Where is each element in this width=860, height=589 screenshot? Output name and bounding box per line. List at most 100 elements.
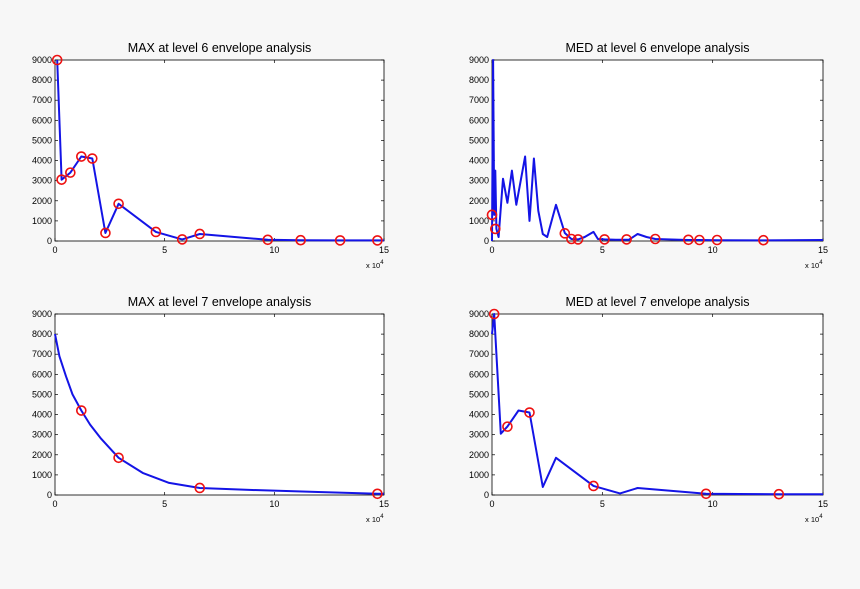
data-point-marker	[502, 421, 513, 432]
x-exponent-power: 4	[819, 514, 823, 520]
data-point-marker	[490, 223, 501, 235]
data-point-marker	[524, 407, 535, 418]
y-tick-label: 7000	[32, 349, 52, 359]
chart-title: MAX at level 7 envelope analysis	[128, 295, 311, 309]
x-tick-label: 5	[162, 499, 167, 509]
data-point-marker	[262, 234, 274, 246]
series-line	[56, 59, 384, 242]
data-point-marker	[372, 488, 383, 500]
y-tick-label: 7000	[469, 95, 489, 105]
plot-area	[54, 313, 385, 496]
y-tick-label: 5000	[469, 389, 489, 399]
x-exponent-label: x 104	[366, 260, 384, 270]
y-tick-label: 6000	[32, 115, 52, 125]
data-point-marker	[56, 174, 67, 185]
chart-med-level-7: MED at level 7 envelope analysis 0 1000 20…	[469, 295, 828, 524]
y-tick-label: 1000	[32, 216, 52, 226]
y-tick-label: 7000	[32, 95, 52, 105]
x-tick-label: 15	[818, 499, 828, 509]
x-tick-label: 0	[52, 245, 57, 255]
chart-title: MED at level 7 envelope analysis	[565, 295, 749, 309]
x-tick-label: 5	[600, 499, 605, 509]
data-point-marker	[113, 452, 124, 464]
data-point-marker	[683, 234, 694, 246]
plot-area	[54, 59, 385, 242]
x-tick-label: 5	[600, 245, 605, 255]
y-tick-label: 4000	[32, 410, 52, 420]
y-tick-label: 5000	[32, 135, 52, 145]
y-tick-label: 0	[484, 490, 489, 500]
data-point-marker	[51, 54, 63, 66]
data-point-marker	[588, 480, 599, 492]
y-tick-label: 3000	[32, 430, 52, 440]
x-tick-label: 15	[379, 499, 389, 509]
y-tick-label: 0	[47, 236, 52, 246]
y-tick-label: 1000	[32, 470, 52, 480]
y-tick-label: 3000	[469, 176, 489, 186]
x-tick-label: 10	[269, 245, 279, 255]
data-point-marker	[334, 235, 346, 246]
y-tick-label: 0	[484, 236, 489, 246]
y-tick-label: 7000	[469, 349, 489, 359]
x-exponent-power: 4	[819, 260, 823, 266]
y-tick-label: 9000	[32, 309, 52, 319]
x-tick-label: 10	[269, 499, 279, 509]
data-point-marker	[559, 228, 571, 239]
y-tick-label: 9000	[469, 309, 489, 319]
data-point-marker	[711, 234, 723, 246]
data-point-marker	[372, 235, 383, 246]
chart-max-level-7: MAX at level 7 envelope analysis 0 1000 20…	[32, 295, 389, 524]
data-point-marker	[773, 488, 785, 500]
data-point-marker	[295, 234, 306, 246]
chart-max-level-6: MAX at level 6 envelope analysis 0 1000 20…	[32, 41, 389, 270]
data-point-marker	[700, 488, 712, 500]
x-tick-label: 0	[489, 499, 494, 509]
data-point-marker	[176, 234, 188, 245]
x-exponent-label: x 104	[805, 260, 823, 270]
y-tick-label: 2000	[469, 450, 489, 460]
chart-title: MED at level 6 envelope analysis	[565, 41, 749, 55]
x-tick-label: 5	[162, 245, 167, 255]
data-point-marker	[76, 405, 87, 416]
y-tick-label: 5000	[32, 389, 52, 399]
plot-area	[491, 313, 824, 496]
data-point-marker	[194, 482, 206, 494]
data-point-marker	[621, 234, 632, 245]
y-tick-label: 3000	[32, 176, 52, 186]
y-tick-label: 2000	[32, 196, 52, 206]
x-exponent-power: 4	[380, 514, 384, 520]
y-tick-label: 9000	[32, 55, 52, 65]
data-point-marker	[150, 226, 162, 238]
y-tick-label: 1000	[469, 216, 489, 226]
x-exponent-label: x 104	[805, 514, 823, 524]
plot-area	[491, 59, 824, 242]
data-point-marker	[100, 227, 111, 239]
data-point-marker	[86, 153, 98, 164]
data-point-marker	[65, 167, 76, 178]
y-tick-label: 8000	[469, 75, 489, 85]
data-point-marker	[486, 209, 498, 221]
y-tick-label: 2000	[32, 450, 52, 460]
y-tick-label: 6000	[469, 115, 489, 125]
data-point-marker	[488, 308, 500, 320]
x-tick-label: 0	[52, 499, 57, 509]
series-line	[54, 333, 384, 495]
x-exponent-label: x 104	[366, 514, 384, 524]
x-tick-label: 10	[708, 499, 718, 509]
data-point-marker	[758, 234, 769, 246]
y-tick-label: 4000	[469, 410, 489, 420]
data-point-marker	[566, 233, 577, 245]
y-tick-label: 0	[47, 490, 52, 500]
y-tick-label: 3000	[469, 430, 489, 440]
y-tick-label: 9000	[469, 55, 489, 65]
y-tick-label: 1000	[469, 470, 489, 480]
data-point-marker	[599, 234, 610, 245]
chart-med-level-6: MED at level 6 envelope analysis 0 1000 20…	[469, 41, 828, 270]
x-tick-label: 10	[708, 245, 718, 255]
x-tick-label: 0	[489, 245, 494, 255]
y-tick-label: 4000	[469, 156, 489, 166]
y-tick-label: 6000	[32, 369, 52, 379]
x-exponent-power: 4	[380, 260, 384, 266]
chart-title: MAX at level 6 envelope analysis	[128, 41, 311, 55]
